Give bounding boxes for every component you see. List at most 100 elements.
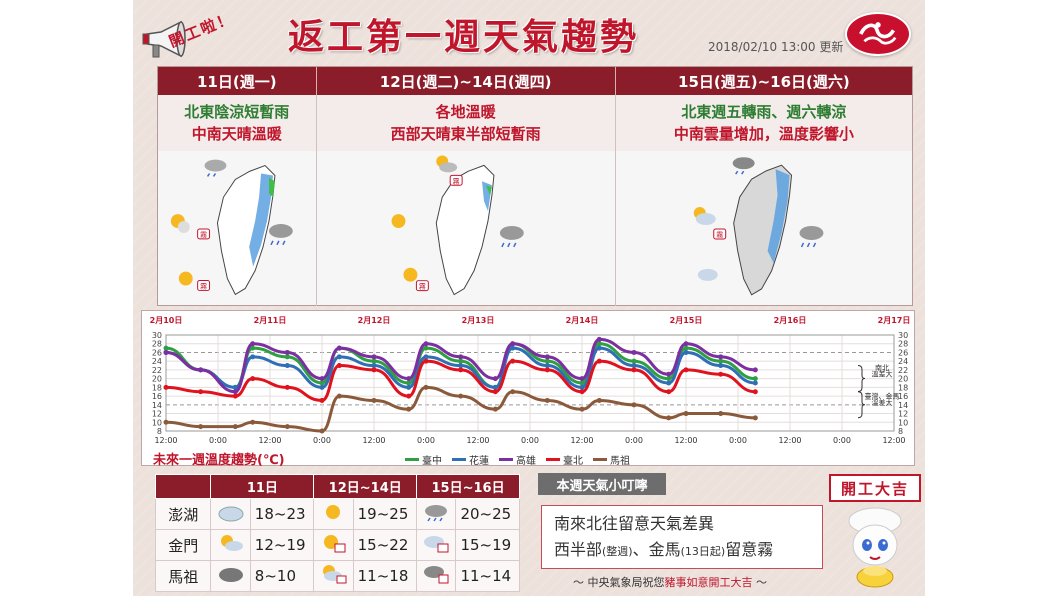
date-label: 2月10日 [150,316,183,325]
legend-item: 馬祖 [593,452,630,467]
date-label: 2月15日 [670,316,703,325]
period-line2: 中南天晴溫暖 [191,125,282,143]
annotation: 溫差大 [872,369,893,378]
y-tick-label: 20 [152,375,162,384]
tips-box: 南來北往留意天氣差異 西半部(整週)、金馬(13日起)留意霧 [541,505,823,569]
data-point [492,389,498,395]
period-line1: 北東陰涼短暫雨 [184,103,290,121]
x-tick-label: 0:00 [521,436,539,445]
cloud-icon [697,268,718,281]
data-point [232,393,238,399]
data-point [752,367,758,373]
y-tick-label: 28 [152,340,162,349]
period-board: 11日(週一) 12日(週二)~14日(週四) 15日(週五)~16日(週六) … [157,66,913,306]
cwb-logo-icon [845,12,911,56]
mascot-icon [848,507,902,588]
data-point [198,424,204,430]
sun-icon [403,267,417,282]
data-point [284,424,290,430]
legend-swatch [452,458,466,461]
data-point [752,380,758,386]
data-point [198,389,204,395]
legend-label: 馬祖 [610,456,630,467]
cloud-icon [204,159,227,177]
y-tick-label: 30 [898,331,908,340]
legend-label: 高雄 [516,456,536,467]
period-column: 北東週五轉雨、週六轉涼 中南雲量增加，溫度影響小 霧 [615,95,912,306]
infographic: 開工啦！ 返工第一週天氣趨勢 2018/02/10 13:00 更新 11日(週… [133,0,925,596]
svg-text:霧: 霧 [200,282,207,290]
data-point [492,406,498,412]
svg-text:霧: 霧 [418,283,425,291]
data-point [371,367,377,373]
legend-label: 臺中 [422,456,442,467]
data-point [250,376,256,382]
x-tick-label: 0:00 [313,436,331,445]
period-header: 11日(週一) 12日(週二)~14日(週四) 15日(週五)~16日(週六) [158,67,912,95]
x-tick-label: 0:00 [625,436,643,445]
data-point [544,367,550,373]
legend-item: 臺中 [405,452,442,467]
data-point [752,389,758,395]
update-timestamp: 2018/02/10 13:00 更新 [708,40,844,54]
data-point [336,393,342,399]
page-title: 返工第一週天氣趨勢 [288,17,640,58]
data-point [250,419,256,425]
data-point [198,367,204,373]
data-point [319,384,325,390]
data-point [631,349,637,355]
data-point [492,384,498,390]
sun-icon [326,505,341,519]
svg-text:霧: 霧 [452,177,459,185]
y-tick-label: 12 [898,410,908,419]
x-tick-label: 12:00 [154,436,177,445]
x-tick-label: 12:00 [362,436,385,445]
data-point [544,358,550,364]
data-point [284,354,290,360]
svg-text:霧: 霧 [200,231,207,239]
temp-range: 19~25 [352,498,418,530]
data-point [423,341,429,347]
place-name: 金門 [154,529,212,561]
annotation: 溫差大 [872,398,893,407]
x-tick-label: 0:00 [729,436,747,445]
data-point [232,424,238,430]
legend-item: 臺北 [546,452,583,467]
sun-cloud-fog-icon [323,565,347,584]
data-point [752,415,758,421]
data-point [319,380,325,386]
bracket-icon [857,391,866,419]
data-point [458,367,464,373]
temp-range: 8~10 [249,560,315,592]
data-point [406,393,412,399]
temp-range: 11~18 [352,560,418,592]
y-tick-label: 14 [152,401,162,410]
y-tick-label: 26 [152,348,162,357]
sun-icon [170,214,190,233]
data-point [163,345,169,351]
date-label: 2月12日 [358,316,391,325]
data-point [544,354,550,360]
left-margin [0,0,133,596]
data-point [406,384,412,390]
period-line1: 北東週五轉雨、週六轉涼 [681,103,847,121]
period-line2: 西部天晴東半部短暫雨 [390,125,541,143]
period-column: 北東陰涼短暫雨 中南天晴溫暖 霧 霧 [158,95,317,306]
data-point [458,393,464,399]
annotation: 南北 [875,363,889,372]
date-label: 2月17日 [878,316,911,325]
x-tick-label: 12:00 [570,436,593,445]
table-row: 馬祖 8~10 11~18 11~14 [154,560,520,592]
data-point [423,345,429,351]
data-point [718,358,724,364]
cloud-fog-icon [424,536,449,553]
taiwan-weather-map: 霧 霧 [170,159,293,296]
table-header: 11日 [210,474,315,499]
data-point [666,389,672,395]
temp-range: 20~25 [455,498,520,530]
data-point [423,384,429,390]
y-tick-label: 28 [898,340,908,349]
data-point [163,349,169,355]
date-label: 2月16日 [774,316,807,325]
data-point [510,358,516,364]
